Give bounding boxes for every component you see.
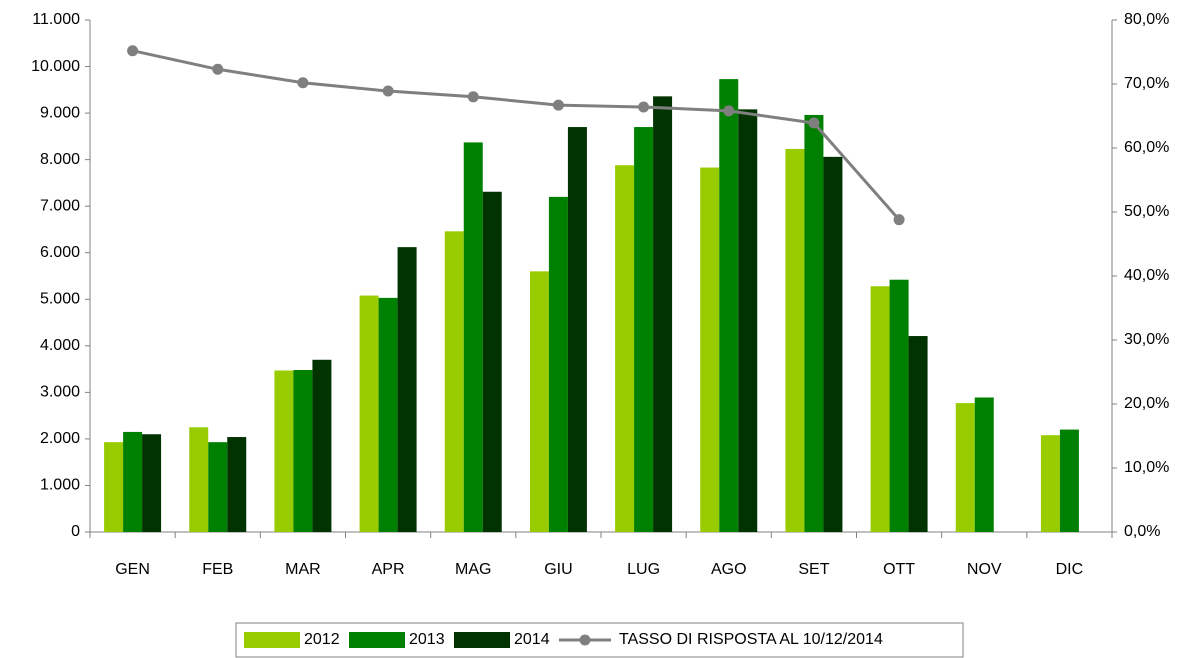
line-marker bbox=[212, 63, 224, 75]
bar bbox=[142, 434, 162, 532]
y-tick-label: 11.000 bbox=[32, 11, 80, 28]
bar bbox=[482, 191, 502, 532]
bar bbox=[653, 96, 673, 533]
bar bbox=[615, 165, 635, 533]
legend-label: TASSO DI RISPOSTA AL 10/12/2014 bbox=[619, 631, 883, 648]
bar bbox=[227, 437, 247, 532]
bar bbox=[378, 297, 398, 532]
bar bbox=[823, 156, 843, 533]
y-tick-label: 8.000 bbox=[40, 151, 80, 168]
line-marker bbox=[723, 105, 735, 117]
line-marker bbox=[893, 214, 905, 226]
bar bbox=[804, 114, 824, 532]
y2-tick-label: 0,0% bbox=[1124, 523, 1160, 540]
y-tick-label: 7.000 bbox=[40, 197, 80, 214]
y-tick-label: 10.000 bbox=[31, 58, 80, 75]
bar bbox=[548, 196, 568, 532]
line-marker bbox=[297, 77, 309, 89]
line-marker bbox=[552, 99, 564, 111]
x-tick-label: GEN bbox=[115, 561, 150, 578]
bar bbox=[785, 148, 805, 532]
bar bbox=[955, 403, 975, 532]
bar bbox=[104, 442, 124, 532]
bar bbox=[908, 336, 928, 532]
y-tick-label: 3.000 bbox=[40, 384, 80, 401]
y-tick-label: 1.000 bbox=[40, 477, 80, 494]
bar bbox=[208, 442, 228, 532]
line-marker bbox=[808, 117, 820, 129]
bar bbox=[719, 79, 739, 532]
bar bbox=[293, 370, 313, 532]
x-tick-label: APR bbox=[372, 561, 405, 578]
legend-swatch bbox=[454, 632, 510, 648]
x-tick-label: AGO bbox=[711, 561, 747, 578]
y-tick-label: 9.000 bbox=[40, 104, 80, 121]
y-tick-label: 6.000 bbox=[40, 244, 80, 261]
line-marker bbox=[382, 85, 394, 97]
y2-tick-label: 60,0% bbox=[1124, 139, 1169, 156]
bar bbox=[870, 286, 890, 532]
legend-label: 2012 bbox=[304, 631, 340, 648]
bar bbox=[444, 231, 464, 533]
y2-tick-label: 30,0% bbox=[1124, 331, 1169, 348]
y2-tick-label: 70,0% bbox=[1124, 75, 1169, 92]
line-marker bbox=[467, 91, 479, 103]
x-tick-label: NOV bbox=[967, 561, 1002, 578]
y-tick-label: 5.000 bbox=[40, 290, 80, 307]
y2-tick-label: 40,0% bbox=[1124, 267, 1169, 284]
x-tick-label: FEB bbox=[202, 561, 233, 578]
bar bbox=[1059, 429, 1079, 532]
legend-label: 2014 bbox=[514, 631, 550, 648]
bar bbox=[189, 427, 209, 532]
y2-tick-label: 80,0% bbox=[1124, 11, 1169, 28]
bar bbox=[634, 127, 654, 533]
x-tick-label: LUG bbox=[627, 561, 660, 578]
x-tick-label: MAG bbox=[455, 561, 491, 578]
bar bbox=[359, 295, 379, 532]
line-marker bbox=[127, 45, 139, 57]
x-tick-label: MAR bbox=[285, 561, 321, 578]
y-tick-label: 2.000 bbox=[40, 430, 80, 447]
legend-label: 2013 bbox=[409, 631, 445, 648]
y-tick-label: 0 bbox=[71, 523, 80, 540]
bar bbox=[463, 142, 483, 532]
bar bbox=[397, 247, 417, 532]
y2-tick-label: 50,0% bbox=[1124, 203, 1169, 220]
bar bbox=[312, 359, 332, 532]
bar bbox=[529, 271, 549, 532]
y2-tick-label: 10,0% bbox=[1124, 459, 1169, 476]
bar bbox=[889, 279, 909, 532]
bar bbox=[567, 127, 587, 533]
bar bbox=[700, 167, 720, 533]
bar bbox=[1040, 435, 1060, 532]
legend-marker bbox=[579, 634, 591, 646]
x-tick-label: SET bbox=[798, 561, 829, 578]
x-tick-label: DIC bbox=[1056, 561, 1084, 578]
y-tick-label: 4.000 bbox=[40, 337, 80, 354]
legend-swatch bbox=[244, 632, 300, 648]
line-marker bbox=[638, 101, 650, 113]
legend-swatch bbox=[349, 632, 405, 648]
bar bbox=[738, 109, 758, 532]
x-tick-label: GIU bbox=[544, 561, 572, 578]
line bbox=[132, 49, 901, 221]
x-tick-label: OTT bbox=[883, 561, 915, 578]
y2-tick-label: 20,0% bbox=[1124, 395, 1169, 412]
bar bbox=[974, 397, 994, 532]
bar bbox=[123, 431, 143, 532]
bar bbox=[274, 370, 294, 532]
